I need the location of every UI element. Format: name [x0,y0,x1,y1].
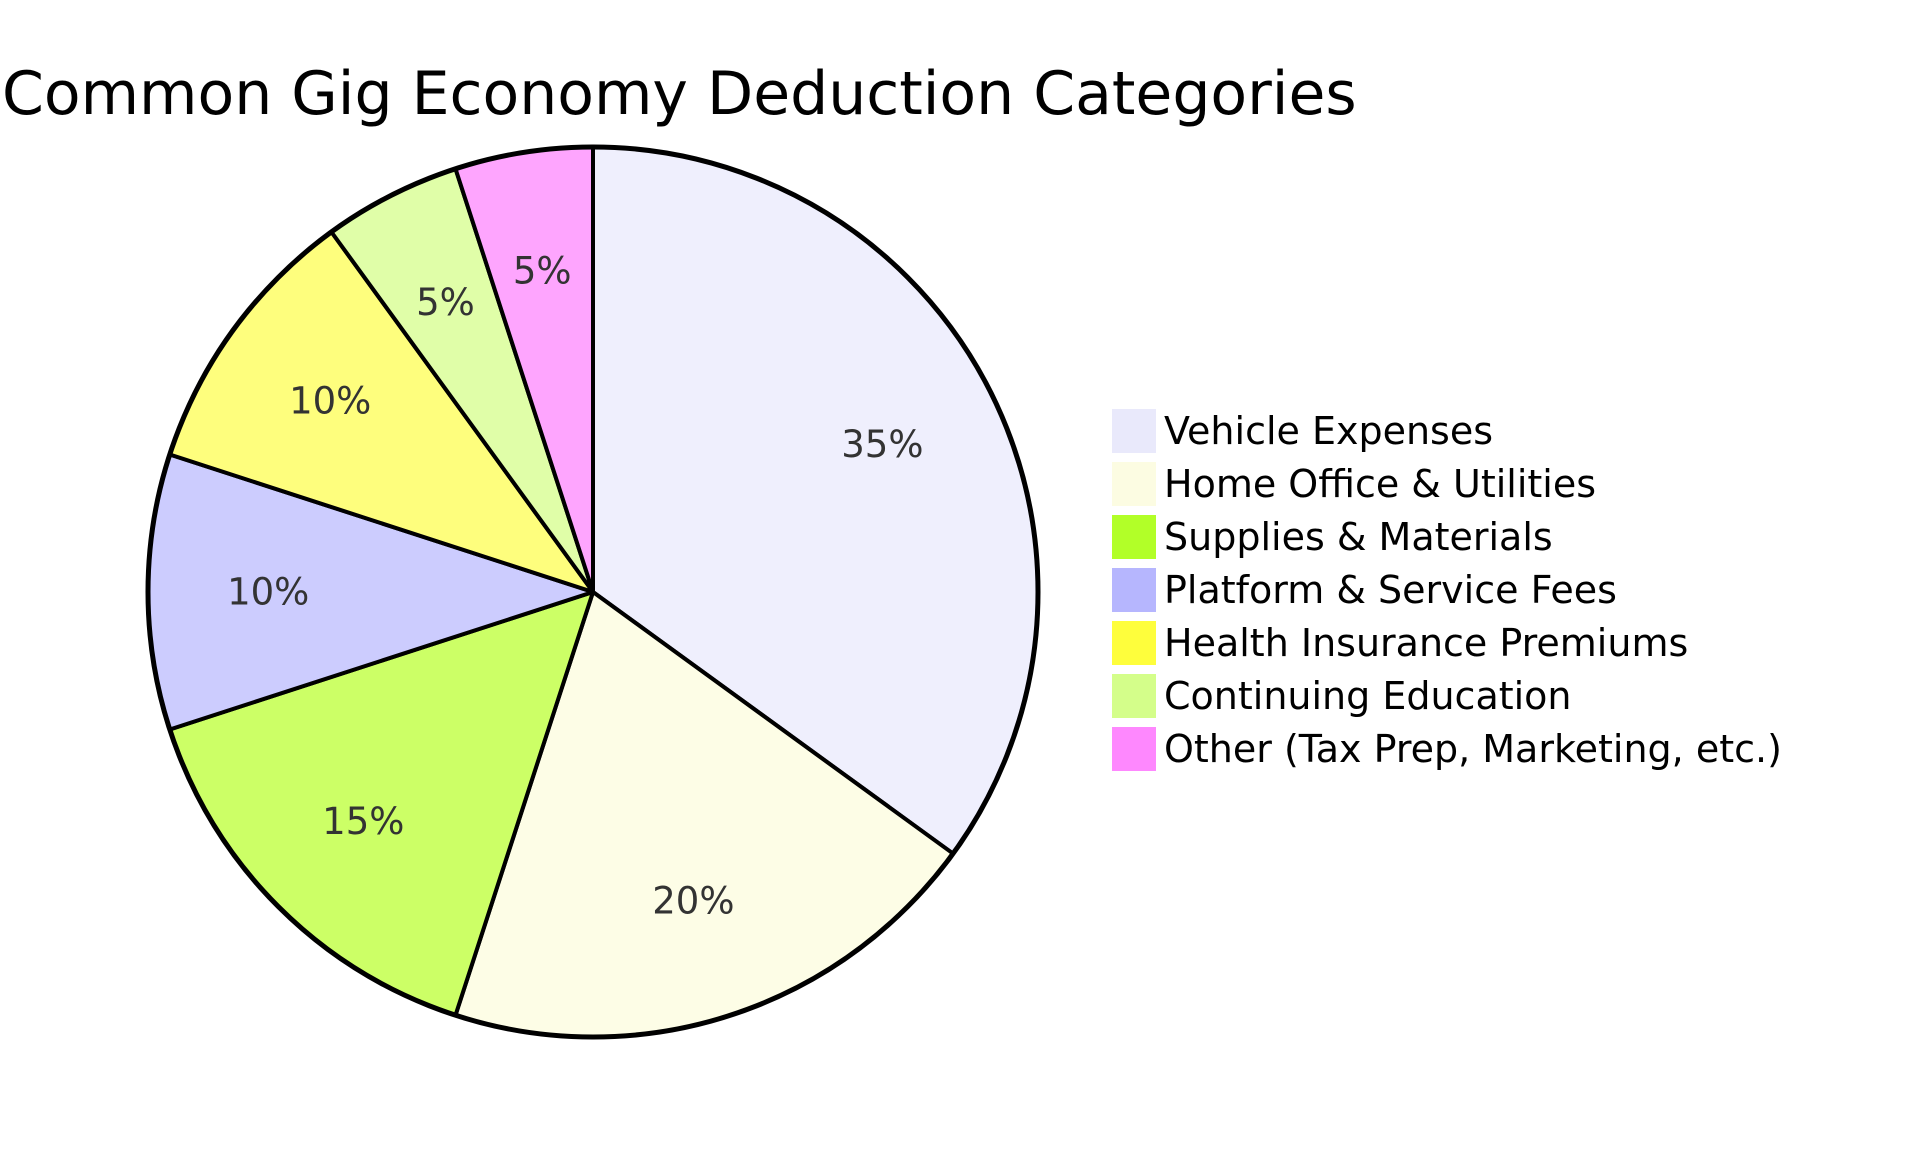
legend-label: Platform & Service Fees [1164,568,1617,612]
legend-label: Home Office & Utilities [1164,462,1596,506]
legend-swatch [1112,409,1156,453]
legend-swatch [1112,621,1156,665]
legend-label: Supplies & Materials [1164,515,1553,559]
legend-item-supplies-materials: Supplies & Materials [1112,515,1553,559]
legend-item-continuing-education: Continuing Education [1112,674,1572,718]
legend-label: Vehicle Expenses [1164,409,1493,453]
legend-item-vehicle-expenses: Vehicle Expenses [1112,409,1493,453]
legend-swatch [1112,727,1156,771]
legend-label: Continuing Education [1164,674,1572,718]
slice-label-home-office-utilities: 20% [652,880,734,923]
pie-slice-labels: 35% 20% 15% 10% 10% 5% 5% [227,250,923,923]
chart-title: Common Gig Economy Deduction Categories [2,59,1357,129]
legend-item-home-office-utilities: Home Office & Utilities [1112,462,1596,506]
legend-swatch [1112,568,1156,612]
legend-label: Health Insurance Premiums [1164,621,1688,665]
legend-swatch [1112,674,1156,718]
legend-swatch [1112,515,1156,559]
pie-outline [145,144,1041,1040]
legend: Vehicle Expenses Home Office & Utilities S… [1112,409,1782,771]
slice-label-health-insurance-premiums: 10% [289,380,371,423]
slice-label-other-tax-prep-marketing-etc: 5% [513,250,572,293]
legend-item-other-tax-prep-marketing-etc: Other (Tax Prep, Marketing, etc.) [1112,727,1782,771]
legend-item-health-insurance-premiums: Health Insurance Premiums [1112,621,1688,665]
slice-label-continuing-education: 5% [416,281,475,324]
slice-label-platform-service-fees: 10% [227,571,309,614]
slice-label-vehicle-expenses: 35% [841,423,923,466]
slice-label-supplies-materials: 15% [322,800,404,843]
legend-swatch [1112,462,1156,506]
legend-item-platform-service-fees: Platform & Service Fees [1112,568,1617,612]
legend-label: Other (Tax Prep, Marketing, etc.) [1164,727,1782,771]
